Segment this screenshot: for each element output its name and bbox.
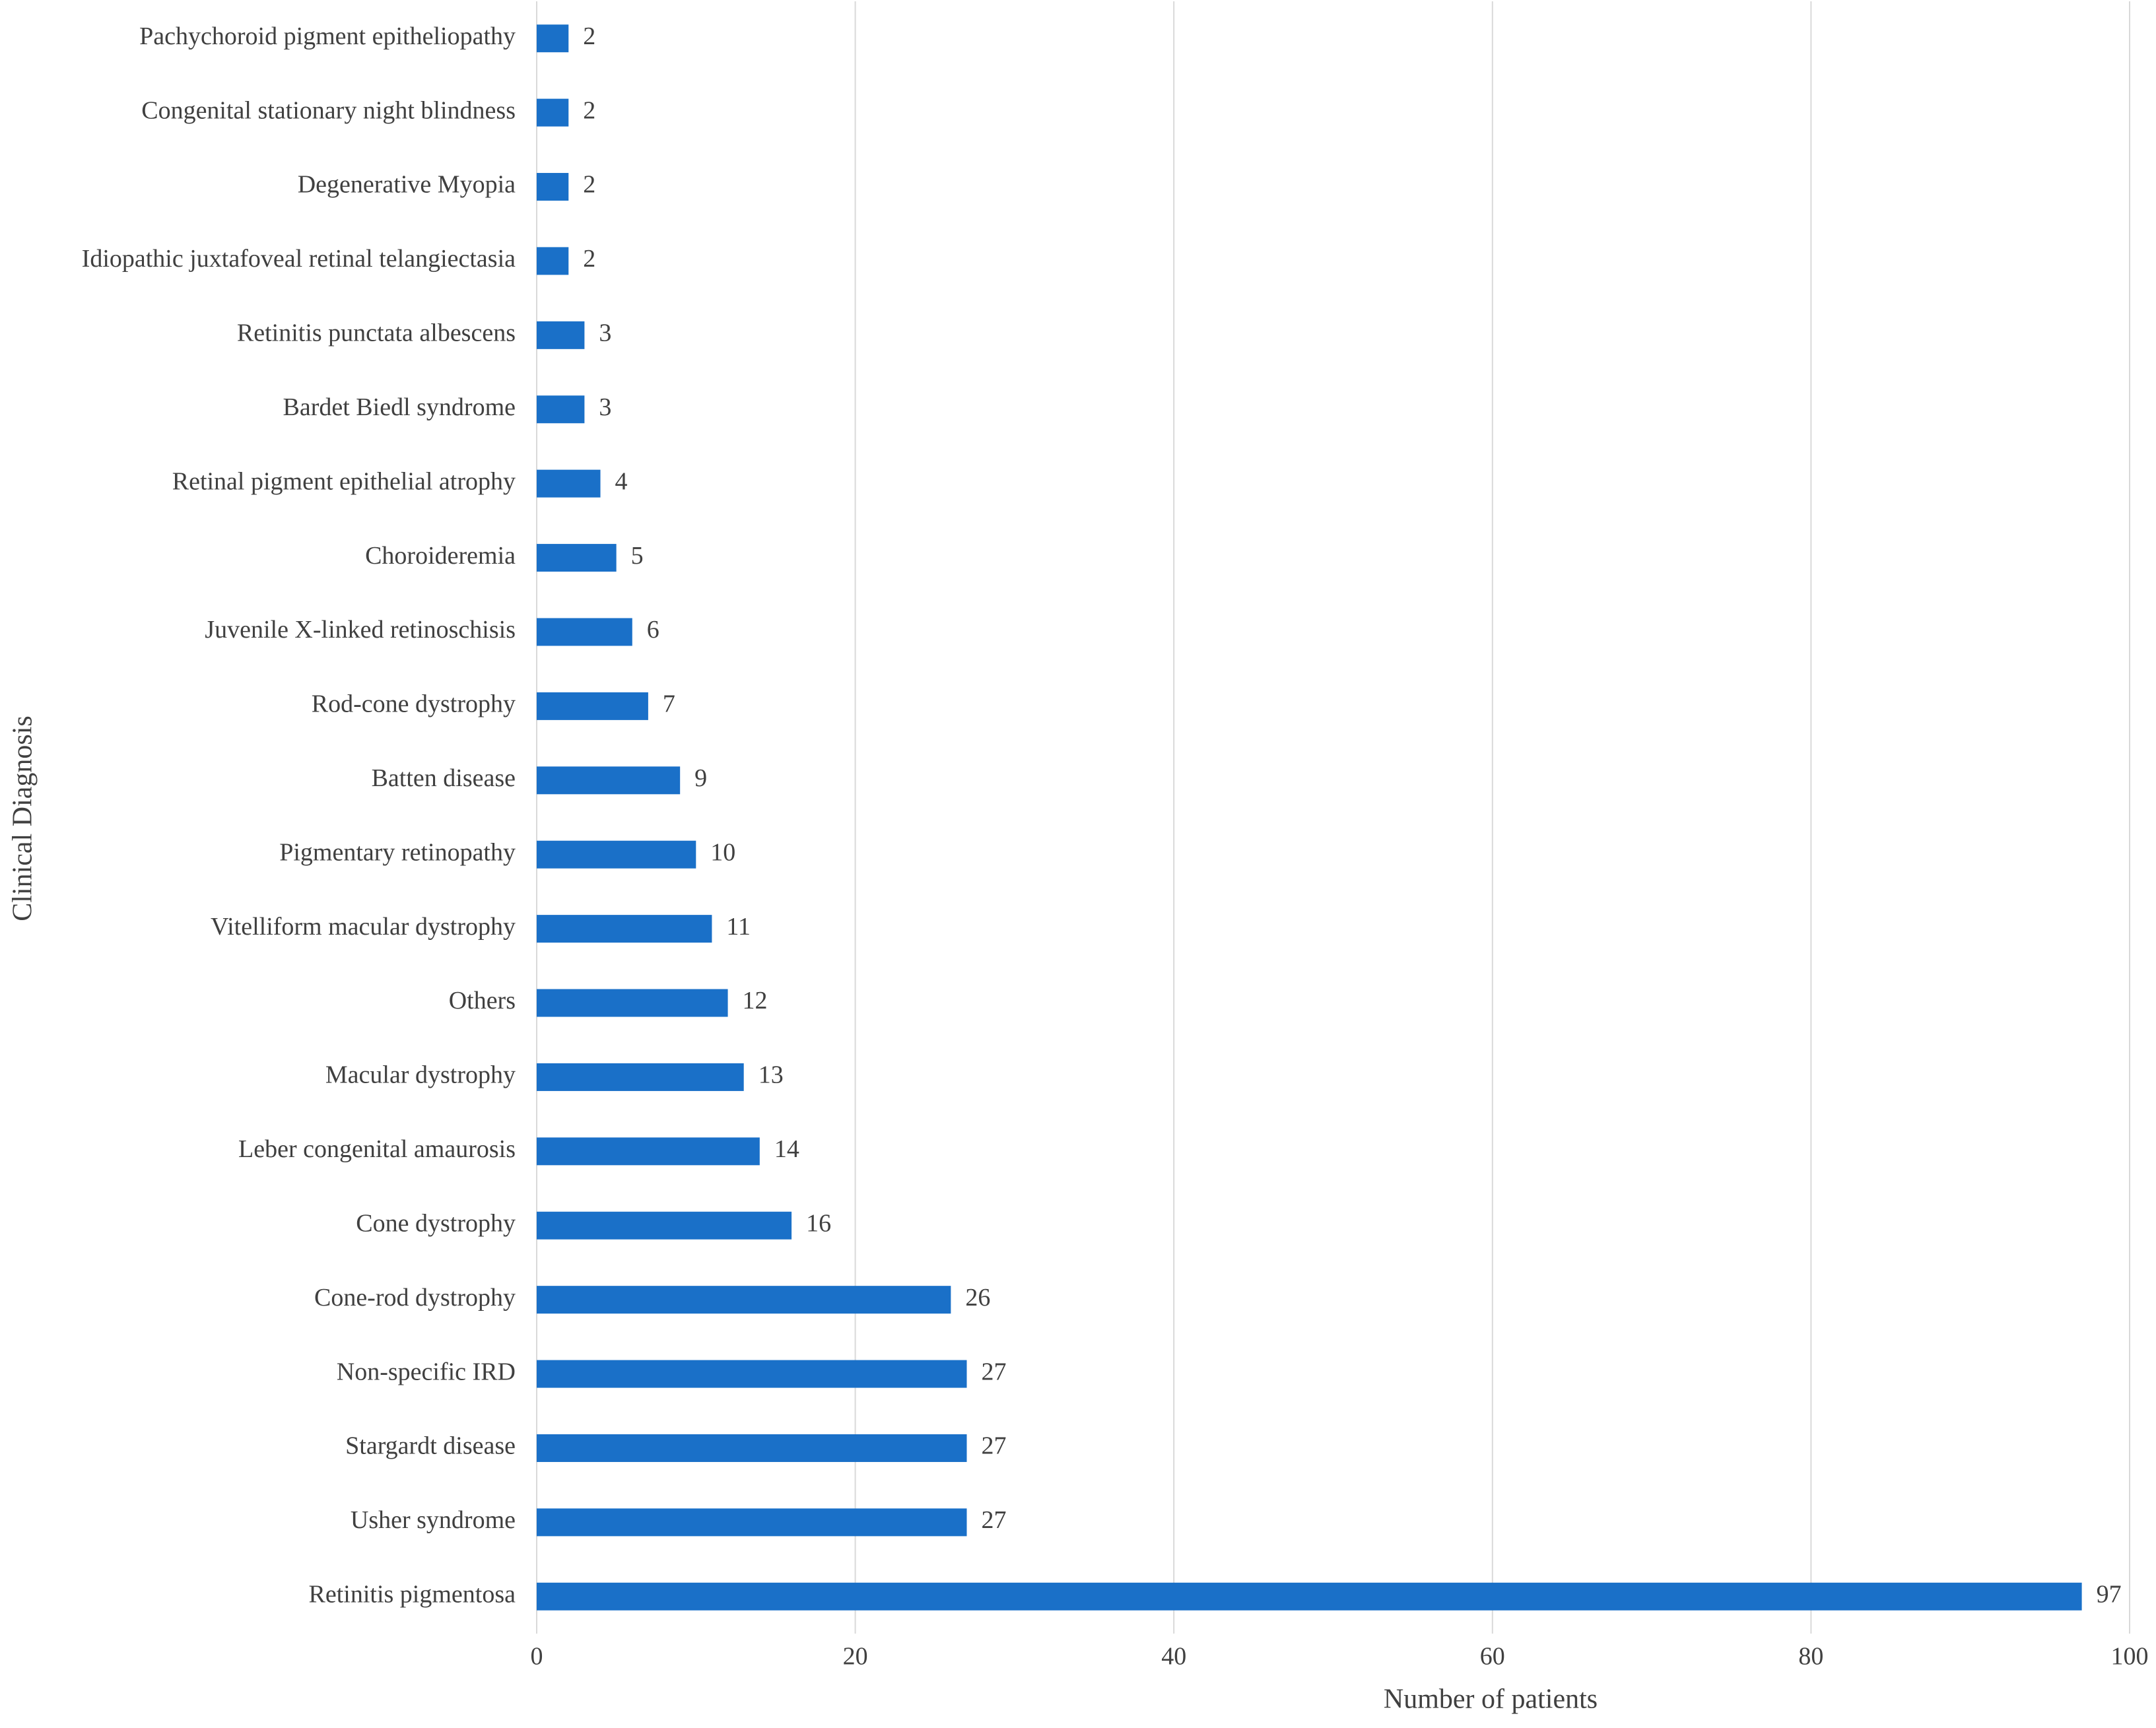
data-label: 7 [663, 690, 675, 718]
data-label: 27 [982, 1358, 1007, 1385]
bar [537, 989, 728, 1017]
y-tick-label: Pachychoroid pigment epitheliopathy [139, 22, 516, 50]
y-tick-label: Rod-cone dystrophy [312, 690, 516, 718]
bar [537, 1211, 792, 1240]
data-label: 27 [982, 1432, 1007, 1460]
data-label: 14 [774, 1135, 799, 1163]
data-label: 4 [615, 467, 628, 495]
y-tick-label: Usher syndrome [351, 1506, 516, 1534]
y-tick-label: Batten disease [372, 764, 516, 792]
y-tick-label: Leber congenital amaurosis [238, 1135, 516, 1163]
y-tick-label: Cone dystrophy [356, 1209, 516, 1237]
y-tick-label: Idiopathic juxtafoveal retinal telangiec… [82, 245, 516, 273]
x-tick-label: 80 [1798, 1643, 1823, 1671]
data-label: 13 [758, 1061, 784, 1089]
x-tick-label: 100 [2111, 1643, 2149, 1671]
y-tick-label: Congenital stationary night blindness [141, 96, 516, 124]
bar [537, 766, 681, 795]
x-tick-label: 60 [1480, 1643, 1505, 1671]
y-tick-label: Retinitis pigmentosa [309, 1581, 516, 1609]
bar [537, 1360, 967, 1388]
bar [537, 840, 696, 869]
bar [537, 692, 648, 720]
data-label: 12 [743, 987, 768, 1014]
y-tick-label: Cone-rod dystrophy [314, 1284, 516, 1312]
y-tick-label: Degenerative Myopia [298, 171, 516, 199]
data-label: 2 [583, 245, 595, 273]
y-tick-label: Others [449, 987, 516, 1014]
bar [537, 469, 601, 498]
bar [537, 24, 569, 53]
y-tick-label: Macular dystrophy [325, 1061, 516, 1089]
y-axis-title: Clinical Diagnosis [8, 715, 38, 921]
bar [537, 1508, 967, 1537]
data-label: 2 [583, 96, 595, 124]
data-label: 5 [631, 542, 644, 570]
y-tick-label: Non-specific IRD [337, 1358, 516, 1385]
data-label: 3 [599, 393, 611, 421]
x-tick-label: 40 [1161, 1643, 1186, 1671]
bar [537, 1286, 951, 1314]
data-label: 11 [726, 913, 751, 941]
bar [537, 395, 585, 424]
data-label: 9 [694, 764, 707, 792]
data-label: 3 [599, 319, 611, 347]
y-tick-label: Bardet Biedl syndrome [283, 393, 516, 421]
bar [537, 321, 585, 349]
data-label: 27 [982, 1506, 1007, 1534]
bar [537, 173, 569, 201]
bar [537, 1434, 967, 1462]
data-label: 2 [583, 22, 595, 50]
bar [537, 98, 569, 127]
y-tick-label: Juvenile X-linked retinoschisis [205, 616, 516, 644]
data-label: 16 [806, 1209, 831, 1237]
bar [537, 1063, 744, 1091]
data-label: 6 [647, 616, 659, 644]
y-tick-label: Retinitis punctata albescens [237, 319, 516, 347]
y-tick-label: Pigmentary retinopathy [279, 838, 516, 866]
x-tick-label: 0 [531, 1643, 543, 1671]
y-tick-label: Stargardt disease [345, 1432, 516, 1460]
bar [537, 915, 712, 943]
x-axis-title: Number of patients [1384, 1684, 1598, 1715]
x-tick-label: 20 [843, 1643, 868, 1671]
bar [537, 247, 569, 275]
data-label: 2 [583, 171, 595, 199]
data-label: 10 [710, 838, 735, 866]
bar [537, 1582, 2082, 1611]
data-label: 26 [965, 1284, 990, 1312]
bar [537, 544, 617, 572]
bar [537, 1137, 760, 1166]
data-label: 97 [2097, 1581, 2122, 1609]
y-tick-label: Retinal pigment epithelial atrophy [172, 467, 516, 495]
y-tick-label: Vitelliform macular dystrophy [211, 913, 516, 941]
y-tick-label: Choroideremia [365, 542, 516, 570]
bar [537, 618, 632, 646]
